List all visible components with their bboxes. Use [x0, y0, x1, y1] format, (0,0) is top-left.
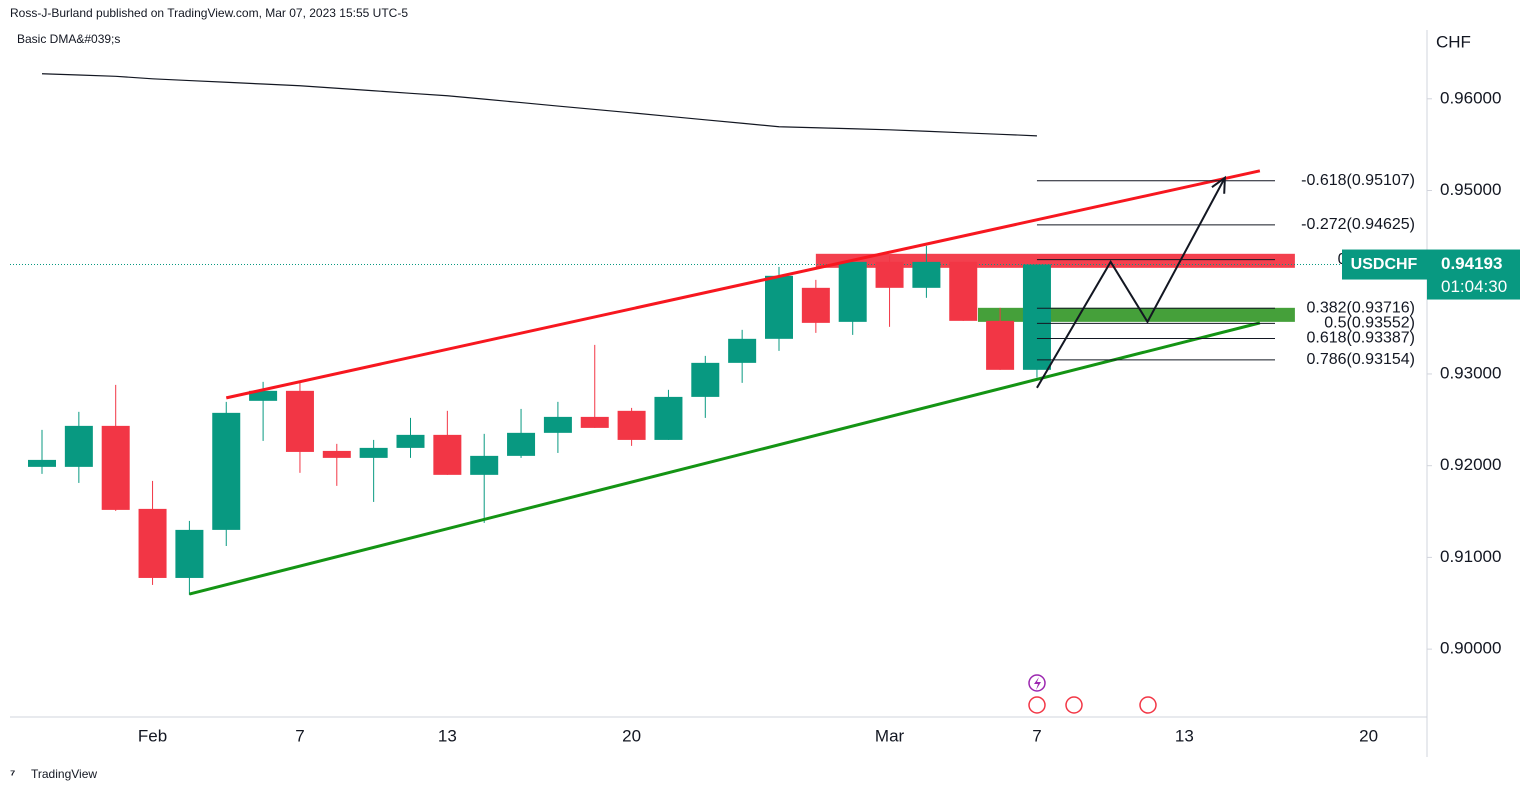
- x-tick-label: 13: [1175, 726, 1194, 745]
- candle-body: [433, 434, 462, 475]
- footer: TradingView: [31, 767, 97, 781]
- candle-body: [359, 447, 388, 458]
- zone: [977, 307, 1295, 322]
- candle-body: [322, 450, 351, 458]
- countdown: 01:04:30: [1441, 277, 1507, 296]
- candle-body: [801, 287, 830, 323]
- candle-body: [64, 425, 93, 467]
- x-tick-label: 20: [622, 726, 641, 745]
- projection-path: [1036, 177, 1226, 389]
- fib-label: 0.618(0.93387): [1306, 330, 1415, 347]
- candle-body: [691, 362, 720, 397]
- x-tick-label: 7: [295, 726, 304, 745]
- event-icon[interactable]: [1065, 696, 1083, 714]
- candle-body: [138, 508, 167, 578]
- candle-body: [507, 432, 536, 456]
- fib-label: 0.5(0.93552): [1324, 315, 1415, 332]
- trend-line: [189, 321, 1261, 596]
- logo: ⁷: [10, 766, 15, 781]
- byline: Ross-J-Burland published on TradingView.…: [10, 6, 408, 20]
- event-icon[interactable]: [1139, 696, 1157, 714]
- y-tick-label: 0.95000: [1440, 180, 1501, 199]
- arrow-head: [1211, 175, 1226, 194]
- y-tick-label: 0.90000: [1440, 639, 1501, 658]
- price-tag: [1427, 249, 1520, 300]
- candle-body: [986, 320, 1015, 370]
- candle-body: [101, 425, 130, 510]
- y-tick-label: 0.92000: [1440, 455, 1501, 474]
- trend-line: [225, 169, 1261, 400]
- x-tick-label: 7: [1032, 726, 1041, 745]
- candle-body: [543, 416, 572, 433]
- candle-body: [875, 261, 904, 288]
- fib-label: 0.786(0.93154): [1306, 351, 1415, 368]
- last-price: 0.94193: [1441, 254, 1502, 273]
- candle-body: [396, 434, 425, 448]
- currency: CHF: [1436, 32, 1471, 51]
- candle-body: [175, 529, 204, 578]
- lightning: [1034, 677, 1041, 690]
- candle-body: [728, 338, 757, 363]
- x-tick-label: Mar: [875, 726, 905, 745]
- candle-body: [580, 416, 609, 428]
- y-tick-label: 0.93000: [1440, 363, 1501, 382]
- x-tick-label: 20: [1359, 726, 1378, 745]
- event-icons: [1028, 674, 1157, 714]
- symbol-tag: [1342, 249, 1427, 280]
- candle-body: [617, 410, 646, 440]
- symbol: USDCHF: [1351, 256, 1418, 273]
- candle-body: [212, 412, 241, 530]
- y-tick-label: 0.91000: [1440, 547, 1501, 566]
- x-tick-label: 13: [438, 726, 457, 745]
- fib-label: 0.382(0.93716): [1306, 300, 1415, 317]
- candle-body: [1022, 264, 1051, 370]
- indicator-label: Basic DMA&#039;s: [17, 32, 120, 46]
- candle-body: [28, 459, 56, 467]
- candle-body: [249, 390, 278, 401]
- dma-line: [41, 73, 1037, 137]
- candle-body: [949, 261, 978, 321]
- candle-body: [470, 455, 499, 475]
- candle-body: [838, 261, 867, 322]
- candle-body: [765, 275, 793, 339]
- candle-body: [912, 261, 941, 288]
- x-tick-label: Feb: [138, 726, 167, 745]
- fib-label: -0.272(0.94625): [1301, 216, 1415, 233]
- candle-body: [285, 390, 314, 452]
- fib-label: -0.618(0.95107): [1301, 172, 1415, 189]
- candle-body: [654, 396, 683, 440]
- y-tick-label: 0.96000: [1440, 88, 1501, 107]
- event-icon[interactable]: [1028, 696, 1046, 714]
